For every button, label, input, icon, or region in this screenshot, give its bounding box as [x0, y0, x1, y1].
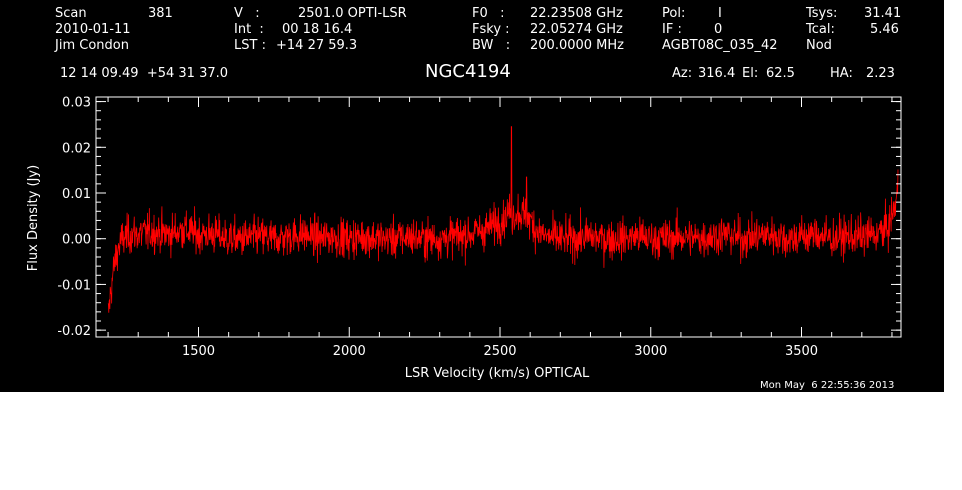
x-tick-label-2000: 2000: [333, 344, 366, 359]
y-tick-label-1: -0.01: [57, 278, 91, 293]
fsky-label: Fsky :: [472, 22, 510, 37]
ticks-layer: 1500 2000 2500 3000 3500 -0.02 -0.01 0.00 0.01 0.…: [57, 96, 901, 359]
el-value: 62.5: [766, 66, 795, 81]
spectrum-chart: 1500 2000 2500 3000 3500 -0.02 -0.01 0.00 0.01 0.…: [26, 96, 902, 381]
f0-value: 22.23508 GHz: [530, 6, 623, 21]
lst-value: +14 27 59.3: [276, 38, 358, 53]
obs-date: 2010-01-11: [55, 22, 131, 37]
tsys-label: Tsys:: [806, 6, 838, 21]
bw-label: BW :: [472, 38, 511, 53]
plot-panel: Scan 381 2010-01-11 Jim Condon V : 2501.…: [0, 0, 944, 392]
int-value: 00 18 16.4: [282, 22, 353, 37]
bw-value: 200.0000 MHz: [530, 38, 624, 53]
project-id: AGBT08C_035_42: [662, 38, 778, 53]
series-layer: [107, 126, 899, 313]
plot-frame: [95, 96, 902, 338]
y-tick-label-3: 0.01: [62, 187, 91, 202]
x-tick-label-3000: 3000: [634, 344, 667, 359]
y-tick-label-2: 0.00: [62, 233, 91, 248]
scan-label: Scan: [55, 6, 87, 21]
x-tick-label-2500: 2500: [483, 344, 516, 359]
x-tick-label-3500: 3500: [785, 344, 818, 359]
f0-label: F0 :: [472, 6, 505, 21]
x-tick-label-1500: 1500: [182, 344, 215, 359]
az-label: Az:: [672, 66, 693, 81]
y-tick-label-0: -0.02: [57, 324, 91, 339]
az-value: 316.4: [698, 66, 736, 81]
if-label: IF :: [662, 22, 682, 37]
velocity-value: 2501.0 OPTI-LSR: [298, 6, 407, 21]
el-label: El:: [742, 66, 759, 81]
source-name: NGC4194: [425, 61, 511, 82]
tsys-value: 31.41: [864, 6, 902, 21]
ha-label: HA:: [830, 66, 853, 81]
observer-name: Jim Condon: [55, 38, 129, 53]
y-tick-label-4: 0.02: [62, 141, 91, 156]
velocity-label: V :: [234, 6, 260, 21]
y-axis-label: Flux Density (Jy): [26, 165, 41, 271]
if-value: 0: [714, 22, 723, 37]
tcal-label: Tcal:: [806, 22, 835, 37]
y-tick-label-5: 0.03: [62, 96, 91, 111]
x-axis-label: LSR Velocity (km/s) OPTICAL: [405, 366, 590, 381]
pol-label: Pol:: [662, 6, 686, 21]
spectrum-series-line: [107, 126, 899, 313]
fsky-value: 22.05274 GHz: [530, 22, 623, 37]
source-coords: 12 14 09.49 +54 31 37.0: [60, 66, 229, 81]
pol-value: I: [718, 6, 722, 21]
timestamp: Mon May 6 22:55:36 2013: [760, 380, 895, 391]
int-label: Int :: [234, 22, 264, 37]
ha-value: 2.23: [866, 66, 895, 81]
scan-number: 381: [148, 6, 173, 21]
mode-label: Nod: [806, 38, 832, 53]
lst-label: LST :: [234, 38, 266, 53]
tcal-value: 5.46: [870, 22, 899, 37]
